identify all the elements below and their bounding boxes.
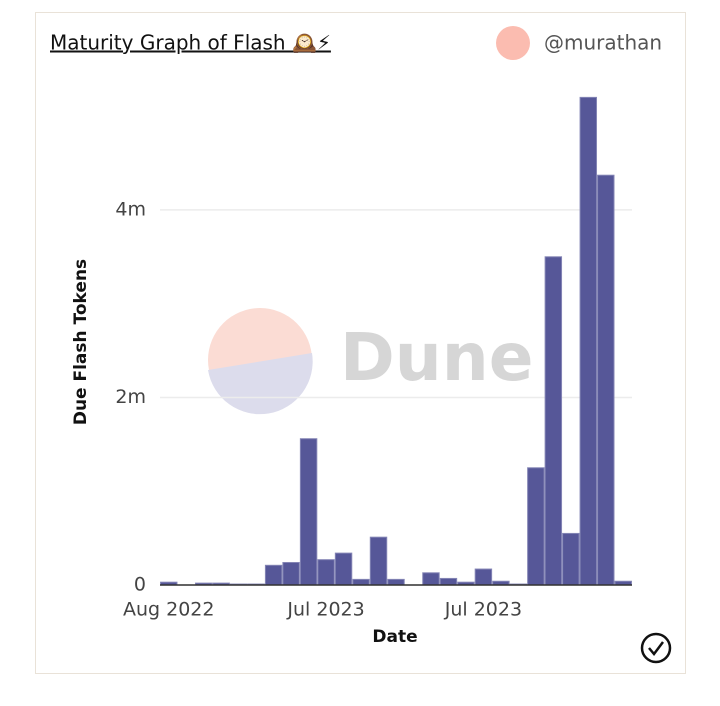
bar [440, 578, 456, 585]
bar [388, 579, 404, 585]
bar [598, 175, 614, 585]
bar [528, 468, 544, 585]
watermark-logo [208, 308, 313, 414]
bar [423, 573, 439, 585]
y-tick-label: 4m [115, 198, 146, 220]
y-tick-label: 0 [134, 574, 146, 596]
bar [545, 257, 561, 585]
x-axis-label: Date [372, 627, 417, 647]
bar [318, 560, 334, 585]
bar [265, 565, 281, 585]
y-tick-label: 2m [115, 386, 146, 408]
y-axis-label: Due Flash Tokens [71, 259, 91, 425]
bar [370, 537, 386, 585]
bar [580, 97, 596, 585]
bar [283, 562, 299, 585]
chart-title: Maturity Graph of Flash 🕰️⚡ [50, 31, 331, 55]
bar [335, 553, 351, 585]
x-tick-label: Jul 2023 [286, 599, 364, 621]
avatar [496, 26, 530, 60]
watermark: Dune [340, 319, 534, 396]
bar [475, 569, 491, 585]
bar [300, 439, 316, 585]
bar [563, 533, 579, 585]
chart: Maturity Graph of Flash 🕰️⚡ @murathan Du… [0, 0, 720, 702]
author: @murathan [544, 31, 662, 55]
bar [353, 579, 369, 585]
x-tick-label: Jul 2023 [444, 599, 522, 621]
x-tick-label: Aug 2022 [123, 599, 215, 621]
